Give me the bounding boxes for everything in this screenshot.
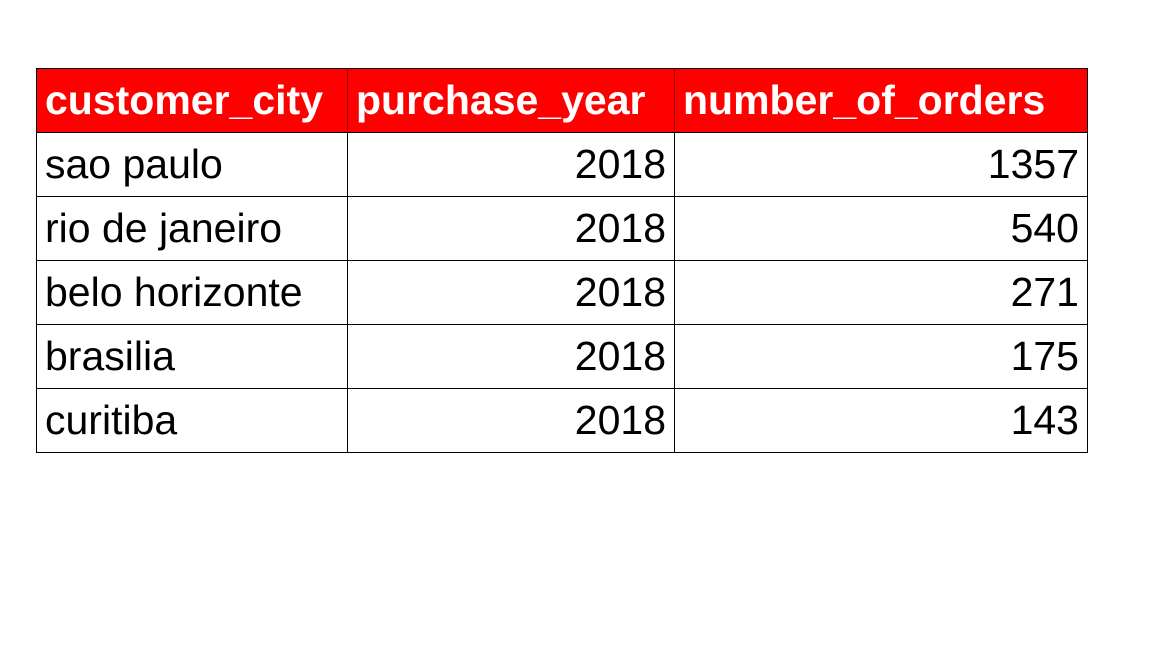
cell-number-of-orders: 175: [674, 324, 1088, 389]
cell-purchase-year: 2018: [347, 132, 675, 197]
column-header-number-of-orders: number_of_orders: [674, 68, 1088, 133]
column-header-customer-city: customer_city: [36, 68, 348, 133]
cell-number-of-orders: 540: [674, 196, 1088, 261]
cell-number-of-orders: 271: [674, 260, 1088, 325]
table-row: brasilia 2018 175: [36, 324, 1088, 389]
table-row: rio de janeiro 2018 540: [36, 196, 1088, 261]
cell-purchase-year: 2018: [347, 196, 675, 261]
cell-customer-city: rio de janeiro: [36, 196, 348, 261]
cell-customer-city: curitiba: [36, 388, 348, 453]
cell-customer-city: brasilia: [36, 324, 348, 389]
orders-table: customer_city purchase_year number_of_or…: [36, 68, 1088, 453]
cell-customer-city: belo horizonte: [36, 260, 348, 325]
cell-purchase-year: 2018: [347, 260, 675, 325]
table-header-row: customer_city purchase_year number_of_or…: [36, 68, 1088, 133]
column-header-purchase-year: purchase_year: [347, 68, 675, 133]
cell-number-of-orders: 143: [674, 388, 1088, 453]
table-row: sao paulo 2018 1357: [36, 132, 1088, 197]
table-row: curitiba 2018 143: [36, 388, 1088, 453]
cell-purchase-year: 2018: [347, 324, 675, 389]
table-row: belo horizonte 2018 271: [36, 260, 1088, 325]
cell-number-of-orders: 1357: [674, 132, 1088, 197]
cell-customer-city: sao paulo: [36, 132, 348, 197]
cell-purchase-year: 2018: [347, 388, 675, 453]
